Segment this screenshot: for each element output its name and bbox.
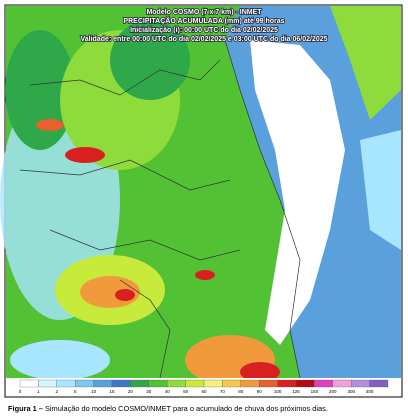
colorbar-tick-label: 300 [347,389,355,394]
border [49,229,241,261]
colorbar-swatch [56,379,76,388]
title-block: Modelo COSMO (7 x 7 km) - INMET PRECIPIT… [80,8,329,44]
field-blob [240,362,280,382]
colorbar-tick-label: 1 [37,389,40,394]
caption-text: Simulação do modelo COSMO/INMET para o a… [44,404,328,413]
coastline [224,39,301,379]
colorbar-swatch [369,379,389,388]
dry-area [250,40,345,345]
colorbar-swatch [277,379,297,388]
colorbar-tick-label: 60 [201,389,207,394]
map-figure: Modelo COSMO (7 x 7 km) - INMET PRECIPIT… [0,4,403,398]
field-blob [195,270,215,280]
field-blob [65,147,105,163]
colorbar-swatch [167,379,186,388]
colorbar-swatch [222,379,241,388]
colorbar-tick-label: 150 [311,389,319,394]
colorbar-swatch [332,379,352,388]
title-line: Inicialização (i): 00:00 UTC do dia 02/0… [130,27,278,34]
borders [19,39,301,379]
colorbar-tick-label: 70 [220,389,226,394]
colorbar-tick-label: 10 [91,389,97,394]
colorbar-tick-label: 5 [74,389,77,394]
colorbar-swatch [240,379,260,388]
colorbar-swatch [351,379,370,388]
border [119,279,171,379]
colorbar-tick-label: 90 [257,389,263,394]
colorbar-tick-label: 20 [128,389,134,394]
colorbar-swatch [148,379,168,388]
precip-field [0,6,401,385]
field-blob [10,340,110,380]
colorbar-swatch [185,379,205,388]
colorbar-tick-label: 50 [183,389,189,394]
field-blob [115,289,135,301]
field-blob [360,130,401,250]
field-blob [330,6,401,120]
colorbar-swatch [259,379,278,388]
colorbar-tick-label: 100 [274,389,282,394]
field-blob [36,119,64,131]
colorbar-tick-label: 0 [19,389,22,394]
caption: Figura 1 – Simulação do modelo COSMO/INM… [8,404,328,413]
colorbar-tick-label: 400 [366,389,374,394]
colorbar-tick-label: 2 [56,389,59,394]
colorbar-swatch [38,379,57,388]
colorbar: 0 1 2 5 10 15 20 30 40 50 60 70 80 90 100 125 150 200 300 4… [6,378,401,396]
colorbar-tick-label: 40 [165,389,171,394]
title-line: Validade: entre 00:00 UTC do dia 02/02/2… [80,36,327,43]
colorbar-swatch [111,379,131,388]
colorbar-tick-label: 200 [329,389,337,394]
title-line: Modelo COSMO (7 x 7 km) - INMET [146,9,262,16]
colorbar-swatch [203,379,223,388]
colorbar-tick-label: 80 [238,389,244,394]
colorbar-swatch [130,379,149,388]
colorbar-swatch [314,379,333,388]
title-line: PRECIPITAÇÃO ACUMULADA (mm) até 99 horas [123,16,284,25]
colorbar-tick-label: 30 [146,389,152,394]
colorbar-swatch [19,379,39,388]
colorbar-swatch [295,379,315,388]
colorbar-swatch [93,379,113,388]
caption-label: Figura 1 – [8,404,43,413]
field-blob [110,20,190,100]
colorbar-tick-label: 15 [109,389,115,394]
border [29,59,221,96]
border [19,159,231,191]
colorbar-swatch [75,379,94,388]
colorbar-tick-label: 125 [292,389,300,394]
